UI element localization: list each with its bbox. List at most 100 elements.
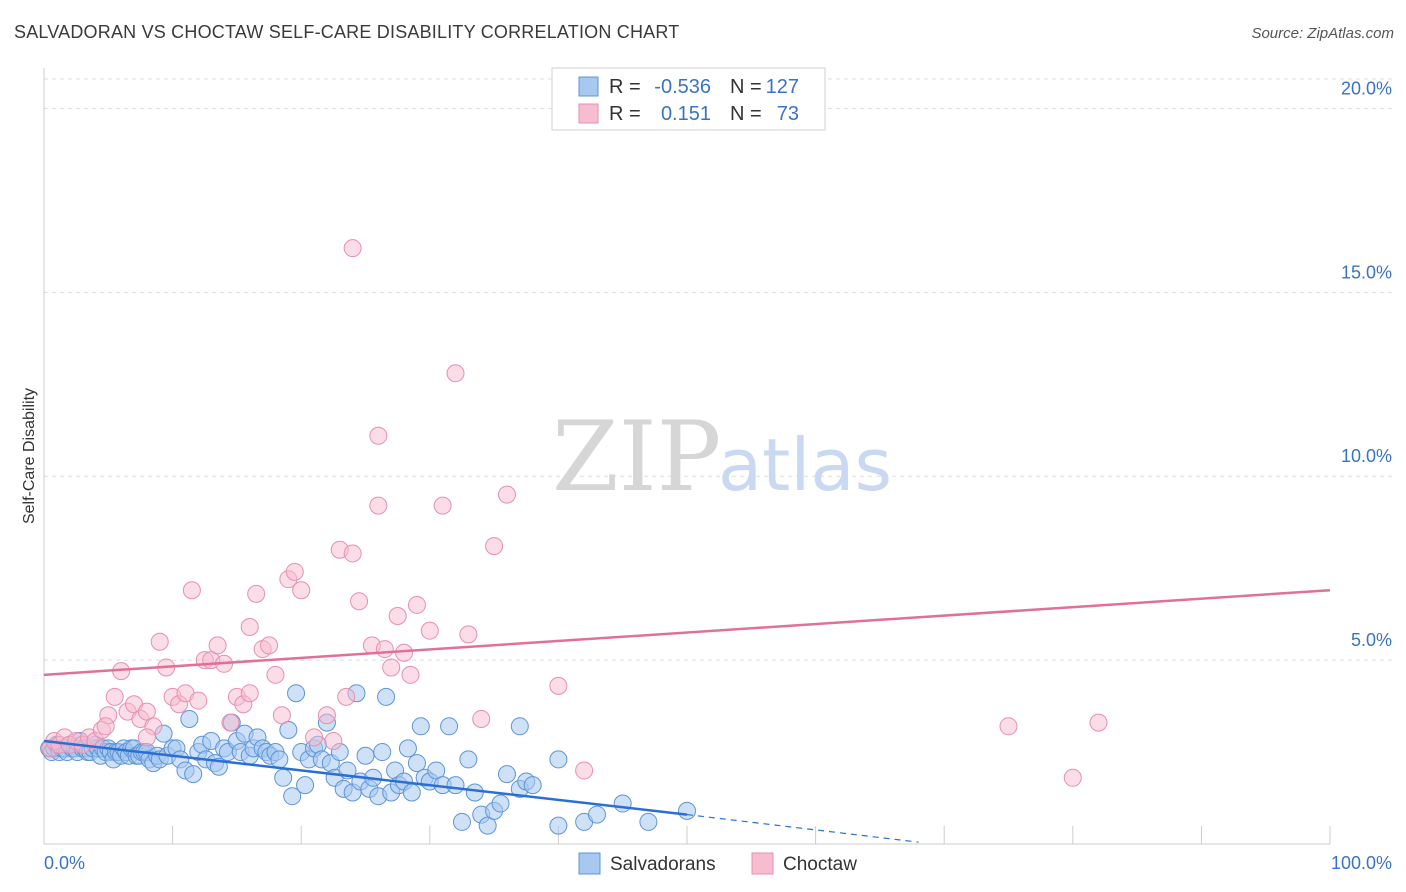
salvadorans-trend-line xyxy=(43,739,688,816)
x-tick-label-min: 0.0% xyxy=(44,853,85,873)
salvadorans-point xyxy=(411,717,430,736)
salvadorans-point xyxy=(639,812,658,831)
grid-layer xyxy=(44,78,1392,661)
choctaw-point xyxy=(407,595,426,614)
choctaw-point xyxy=(420,621,439,640)
salvadorans-point xyxy=(440,717,459,736)
salvadorans-point xyxy=(613,794,632,813)
choctaw-point xyxy=(369,496,388,515)
choctaw-point xyxy=(285,562,304,581)
choctaw-point xyxy=(189,691,208,710)
choctaw-point xyxy=(388,606,407,625)
choctaw-point xyxy=(240,684,259,703)
choctaw-point xyxy=(401,665,420,684)
salvadorans-point xyxy=(180,709,199,728)
legend-n-label-2: N = xyxy=(730,103,762,125)
choctaw-points xyxy=(41,239,1108,787)
salvadorans-point xyxy=(398,739,417,758)
salvadorans-point xyxy=(497,765,516,784)
choctaw-point xyxy=(375,640,394,659)
salvadorans-point xyxy=(287,684,306,703)
y-tick-label: 5.0% xyxy=(1351,630,1392,650)
legend-n-value-2: 73 xyxy=(777,103,799,125)
choctaw-point xyxy=(459,625,478,644)
salvadorans-point xyxy=(678,801,696,820)
salvadorans-point xyxy=(283,787,302,806)
choctaw-point xyxy=(96,717,115,736)
choctaw-point xyxy=(343,239,362,258)
choctaw-point xyxy=(221,713,240,732)
salvadorans-point xyxy=(452,812,471,831)
legend-r-label-1: R = xyxy=(609,76,641,98)
salvadorans-point xyxy=(402,783,421,802)
legend-salvadorans-swatch xyxy=(578,76,599,97)
choctaw-point xyxy=(485,537,504,556)
legend-r-label-2: R = xyxy=(609,103,641,125)
y-tick-label: 15.0% xyxy=(1341,262,1392,282)
choctaw-point xyxy=(1063,768,1082,787)
choctaw-point xyxy=(305,728,324,747)
watermark-zip: ZIP xyxy=(552,401,721,513)
correlation-legend: R = -0.536 N = 127 R = 0.151 N = 73 xyxy=(551,67,826,131)
watermark-atlas: atlas xyxy=(718,423,892,507)
choctaw-point xyxy=(260,636,279,655)
salvadorans-point xyxy=(373,743,392,762)
salvadorans-point xyxy=(549,816,568,835)
choctaw-point xyxy=(208,636,227,655)
axis-layer: 5.0% 10.0% 15.0% 20.0% 0.0% 100.0% xyxy=(43,68,1392,873)
choctaw-point xyxy=(575,761,594,780)
legend-r-value-2: 0.151 xyxy=(661,103,711,125)
salvadorans-point xyxy=(587,805,606,824)
choctaw-point xyxy=(350,592,369,611)
salvadorans-point xyxy=(465,783,484,802)
choctaw-point xyxy=(272,706,291,725)
salvadorans-point xyxy=(549,750,568,769)
bottom-legend-choctaw-swatch xyxy=(751,852,774,875)
chart-source: Source: ZipAtlas.com xyxy=(1251,25,1394,42)
choctaw-point xyxy=(182,581,201,600)
salvadorans-point xyxy=(446,776,465,795)
choctaw-point xyxy=(446,364,465,383)
salvadorans-point xyxy=(377,687,396,706)
salvadorans-trend-extension xyxy=(686,813,919,843)
bottom-legend-salvadorans-label: Salvadorans xyxy=(610,854,716,875)
choctaw-point xyxy=(266,665,285,684)
choctaw-point xyxy=(324,732,343,751)
y-axis-label: Self-Care Disability xyxy=(21,388,38,524)
choctaw-point xyxy=(150,632,169,651)
salvadorans-point xyxy=(296,776,315,795)
salvadorans-point xyxy=(356,746,375,765)
choctaw-point xyxy=(337,687,356,706)
choctaw-point xyxy=(292,581,311,600)
salvadorans-point xyxy=(274,768,293,787)
choctaw-point xyxy=(472,709,491,728)
chart-title: SALVADORAN VS CHOCTAW SELF-CARE DISABILI… xyxy=(14,22,680,42)
choctaw-point xyxy=(247,584,266,603)
legend-r-value-1: -0.536 xyxy=(654,76,711,98)
y-tick-label: 10.0% xyxy=(1341,446,1392,466)
choctaw-point xyxy=(137,728,156,747)
choctaw-point xyxy=(549,676,568,695)
choctaw-trend-line xyxy=(43,588,1331,677)
legend-n-label-1: N = xyxy=(730,76,762,98)
watermark: ZIP atlas xyxy=(552,401,892,513)
salvadorans-point xyxy=(510,717,529,736)
legend-n-value-1: 127 xyxy=(766,76,799,98)
choctaw-point xyxy=(240,618,259,637)
legend-choctaw-swatch xyxy=(578,103,599,124)
choctaw-point xyxy=(343,544,362,563)
choctaw-point xyxy=(1089,713,1108,732)
series-legend: Salvadorans Choctaw xyxy=(578,852,857,875)
choctaw-point xyxy=(105,687,124,706)
choctaw-point xyxy=(317,706,336,725)
choctaw-point xyxy=(382,658,401,677)
x-tick-label-max: 100.0% xyxy=(1331,853,1392,873)
bottom-legend-salvadorans-swatch xyxy=(578,852,601,875)
salvadorans-point xyxy=(491,794,510,813)
choctaw-point xyxy=(369,426,388,445)
bottom-legend-choctaw-label: Choctaw xyxy=(783,854,857,875)
choctaw-point xyxy=(497,485,516,504)
salvadorans-point xyxy=(184,765,203,784)
salvadorans-point xyxy=(270,750,289,769)
